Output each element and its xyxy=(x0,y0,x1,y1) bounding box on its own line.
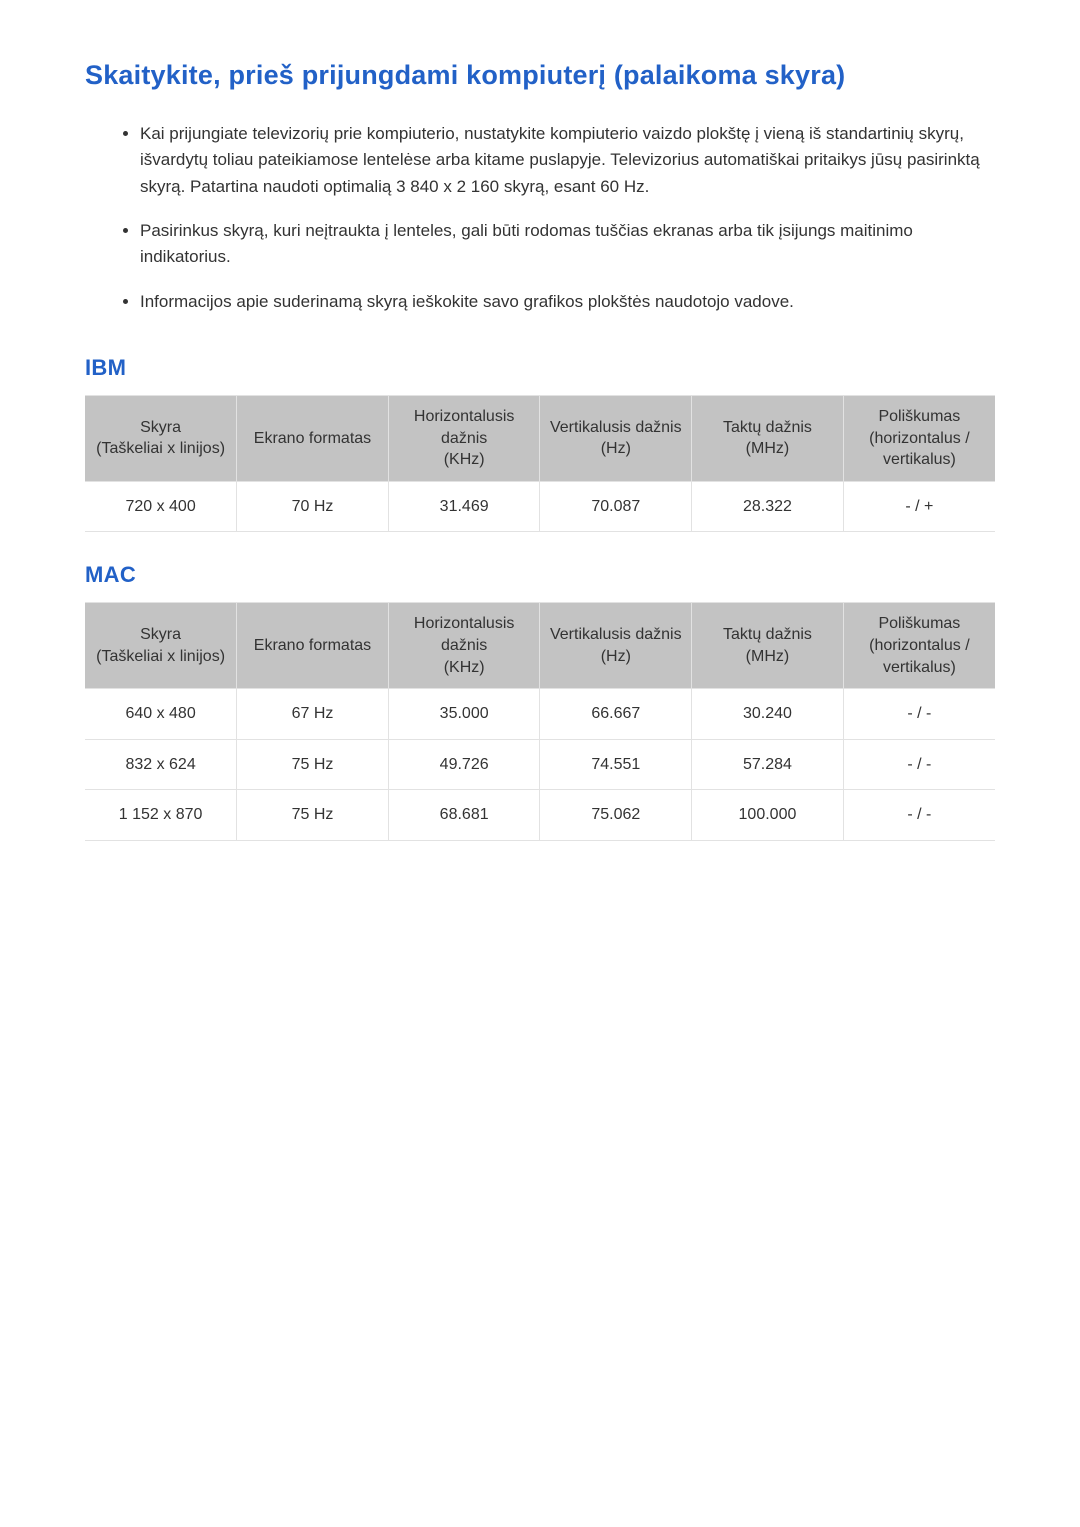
cell: 75.062 xyxy=(540,790,692,841)
cell: 720 x 400 xyxy=(85,481,237,532)
cell: 70 Hz xyxy=(237,481,389,532)
cell: 68.681 xyxy=(388,790,540,841)
section-heading-mac: MAC xyxy=(85,562,995,588)
cell: 832 x 624 xyxy=(85,739,237,790)
col-header: Skyra(Taškeliai x linijos) xyxy=(85,603,237,689)
col-header: Horizontalusis dažnis(KHz) xyxy=(388,396,540,482)
cell: 57.284 xyxy=(692,739,844,790)
cell: 75 Hz xyxy=(237,790,389,841)
list-item: Pasirinkus skyrą, kuri neįtraukta į lent… xyxy=(140,218,995,271)
cell: 75 Hz xyxy=(237,739,389,790)
col-header: Poliškumas(horizontalus / vertikalus) xyxy=(843,396,995,482)
cell: 49.726 xyxy=(388,739,540,790)
cell: 35.000 xyxy=(388,689,540,740)
col-header: Horizontalusis dažnis(KHz) xyxy=(388,603,540,689)
col-header: Poliškumas(horizontalus / vertikalus) xyxy=(843,603,995,689)
col-header: Ekrano formatas xyxy=(237,603,389,689)
cell: 66.667 xyxy=(540,689,692,740)
section-heading-ibm: IBM xyxy=(85,355,995,381)
ibm-table: Skyra(Taškeliai x linijos) Ekrano format… xyxy=(85,395,995,532)
cell: 30.240 xyxy=(692,689,844,740)
cell: 640 x 480 xyxy=(85,689,237,740)
cell: - / - xyxy=(843,739,995,790)
cell: 31.469 xyxy=(388,481,540,532)
table-header-row: Skyra(Taškeliai x linijos) Ekrano format… xyxy=(85,396,995,482)
cell: 67 Hz xyxy=(237,689,389,740)
table-row: 1 152 x 870 75 Hz 68.681 75.062 100.000 … xyxy=(85,790,995,841)
col-header: Taktų dažnis(MHz) xyxy=(692,603,844,689)
cell: 70.087 xyxy=(540,481,692,532)
table-header-row: Skyra(Taškeliai x linijos) Ekrano format… xyxy=(85,603,995,689)
cell: 100.000 xyxy=(692,790,844,841)
cell: - / + xyxy=(843,481,995,532)
col-header: Skyra(Taškeliai x linijos) xyxy=(85,396,237,482)
cell: - / - xyxy=(843,689,995,740)
table-row: 720 x 400 70 Hz 31.469 70.087 28.322 - /… xyxy=(85,481,995,532)
cell: 1 152 x 870 xyxy=(85,790,237,841)
cell: 28.322 xyxy=(692,481,844,532)
col-header: Vertikalusis dažnis(Hz) xyxy=(540,603,692,689)
list-item: Kai prijungiate televizorių prie kompiut… xyxy=(140,121,995,200)
table-row: 640 x 480 67 Hz 35.000 66.667 30.240 - /… xyxy=(85,689,995,740)
col-header: Vertikalusis dažnis(Hz) xyxy=(540,396,692,482)
mac-table: Skyra(Taškeliai x linijos) Ekrano format… xyxy=(85,602,995,841)
bullet-list: Kai prijungiate televizorių prie kompiut… xyxy=(85,121,995,315)
page-title: Skaitykite, prieš prijungdami kompiuterį… xyxy=(85,60,995,91)
col-header: Ekrano formatas xyxy=(237,396,389,482)
table-row: 832 x 624 75 Hz 49.726 74.551 57.284 - /… xyxy=(85,739,995,790)
cell: 74.551 xyxy=(540,739,692,790)
list-item: Informacijos apie suderinamą skyrą ieško… xyxy=(140,289,995,315)
cell: - / - xyxy=(843,790,995,841)
page: Skaitykite, prieš prijungdami kompiuterį… xyxy=(0,0,1080,901)
col-header: Taktų dažnis(MHz) xyxy=(692,396,844,482)
